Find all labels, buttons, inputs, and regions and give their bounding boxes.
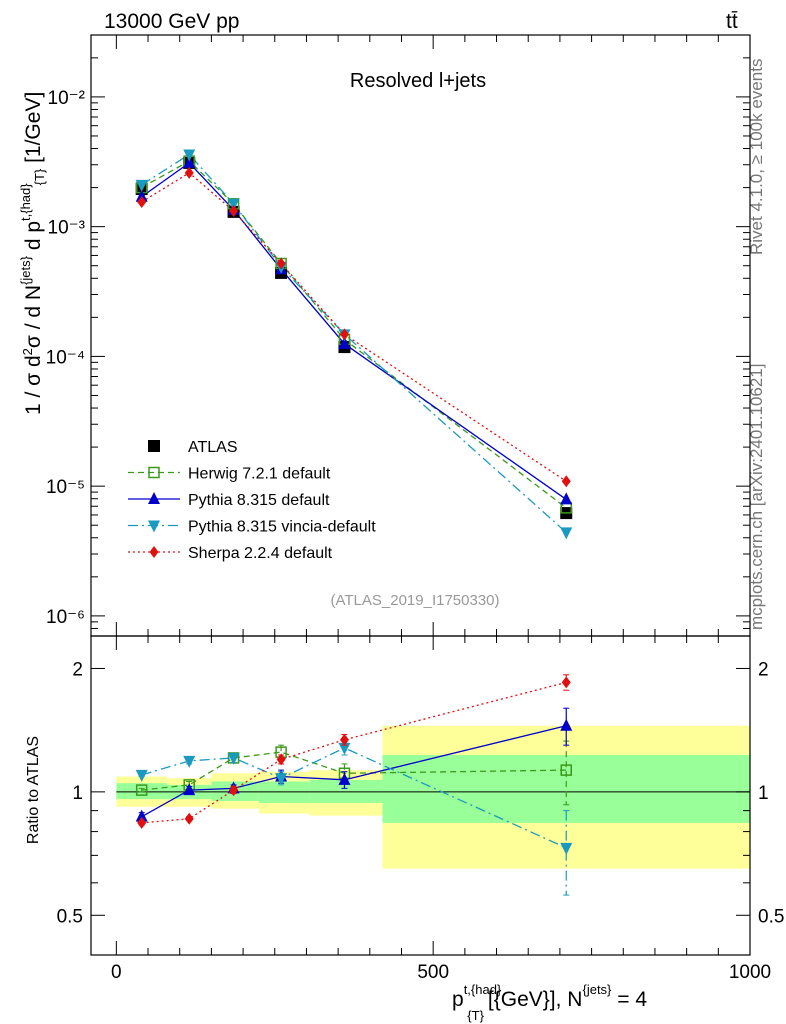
ratio-panel: 2 2 1 1 0.5 0.5 0 500 1000	[57, 635, 784, 983]
ratio-point	[183, 755, 196, 768]
ratio-point	[184, 812, 194, 825]
y-tick-label: 10⁻²	[48, 88, 86, 109]
data-point	[135, 189, 148, 202]
data-point	[227, 198, 240, 211]
ratio-point	[276, 753, 286, 766]
ratio-line-1	[141, 725, 567, 818]
header-process-label: tt̄	[726, 10, 738, 33]
mcplots-label: mcplots.cern.ch [arXiv:2401.10621]	[747, 364, 766, 630]
ratio-point	[338, 742, 351, 755]
legend-label: Pythia 8.315 default	[188, 492, 330, 509]
ratio-point	[339, 733, 349, 746]
ratio-line-2	[141, 747, 567, 849]
series-line-2	[141, 162, 567, 500]
ratio-point	[135, 809, 148, 822]
legend-label: Sherpa 2.2.4 default	[188, 545, 333, 562]
ratio-line-0	[141, 751, 567, 791]
uncertainty-band-inner	[309, 779, 383, 803]
ratio-point	[338, 772, 351, 785]
ratio-point	[560, 718, 573, 731]
y-tick-label: 10⁻⁵	[46, 477, 85, 498]
y-tick-label: 10⁻³	[48, 218, 86, 239]
data-point	[229, 205, 239, 218]
legend-marker	[148, 492, 160, 504]
x-tick-label: 0	[111, 962, 122, 983]
series-line-3	[141, 153, 567, 533]
data-point	[183, 155, 196, 168]
y-tick-label: 10⁻⁴	[46, 347, 85, 368]
ratio-y-tick-label-right: 2	[758, 659, 769, 680]
header-energy-label: 13000 GeV pp	[104, 10, 239, 33]
data-point	[137, 195, 147, 208]
ratio-frame	[90, 635, 751, 956]
ratio-y-tick-label: 1	[72, 783, 83, 804]
main-panel: 10⁻² 10⁻³ 10⁻⁴ 10⁻⁵ 10⁻⁶ Resolved l+jets (ATLA…	[46, 34, 751, 637]
x-tick-label: 1000	[729, 962, 771, 983]
data-point	[560, 492, 573, 505]
ratio-point	[183, 783, 196, 796]
series-line-1	[141, 160, 567, 509]
ratio-point	[561, 676, 571, 689]
ratio-point	[135, 769, 148, 782]
data-point	[135, 179, 148, 192]
main-y-axis-label: 1 / σ d2σ / d N{jets} d pt,{had}{T} [1/G…	[18, 92, 47, 415]
ratio-point	[135, 784, 148, 796]
data-point	[339, 328, 349, 341]
ratio-point	[560, 842, 573, 855]
legend-label: Herwig 7.2.1 default	[188, 466, 331, 483]
x-axis-label: pt,{had} {T}[{GeV}], N{jets} = 4	[452, 982, 647, 1023]
analysis-watermark: (ATLAS_2019_I1750330)	[330, 592, 499, 609]
legend-label: ATLAS	[188, 439, 238, 456]
ratio-y-tick-label: 2	[72, 659, 83, 680]
ratio-y-tick-label-right: 1	[758, 783, 769, 804]
plot-title: Resolved l+jets	[350, 70, 486, 92]
ratio-y-tick-label-right: 0.5	[758, 906, 784, 927]
ratio-point	[560, 764, 572, 776]
data-point	[276, 257, 286, 270]
data-point	[560, 527, 573, 540]
ratio-y-axis-label: Ratio to ATLAS	[25, 736, 42, 844]
ratio-point	[137, 816, 147, 829]
legend-marker	[148, 520, 160, 533]
rivet-version-label: Rivet 4.1.0, ≥ 100k events	[747, 59, 766, 255]
ratio-point	[227, 752, 240, 765]
ratio-point	[275, 773, 288, 786]
legend-marker	[149, 546, 159, 558]
data-point	[183, 149, 196, 162]
y-tick-label: 10⁻⁶	[46, 607, 85, 628]
ratio-y-tick-label: 0.5	[57, 906, 83, 927]
legend-marker	[148, 466, 160, 479]
ratio-point	[229, 784, 239, 797]
legend-label: Pythia 8.315 vincia-default	[188, 519, 376, 536]
data-point	[184, 166, 194, 179]
legend-marker	[148, 440, 160, 452]
series-line-4	[141, 172, 567, 482]
ratio-line-3	[141, 681, 567, 824]
x-tick-label: 500	[417, 962, 449, 983]
data-point	[338, 336, 351, 349]
data-point	[561, 475, 571, 488]
